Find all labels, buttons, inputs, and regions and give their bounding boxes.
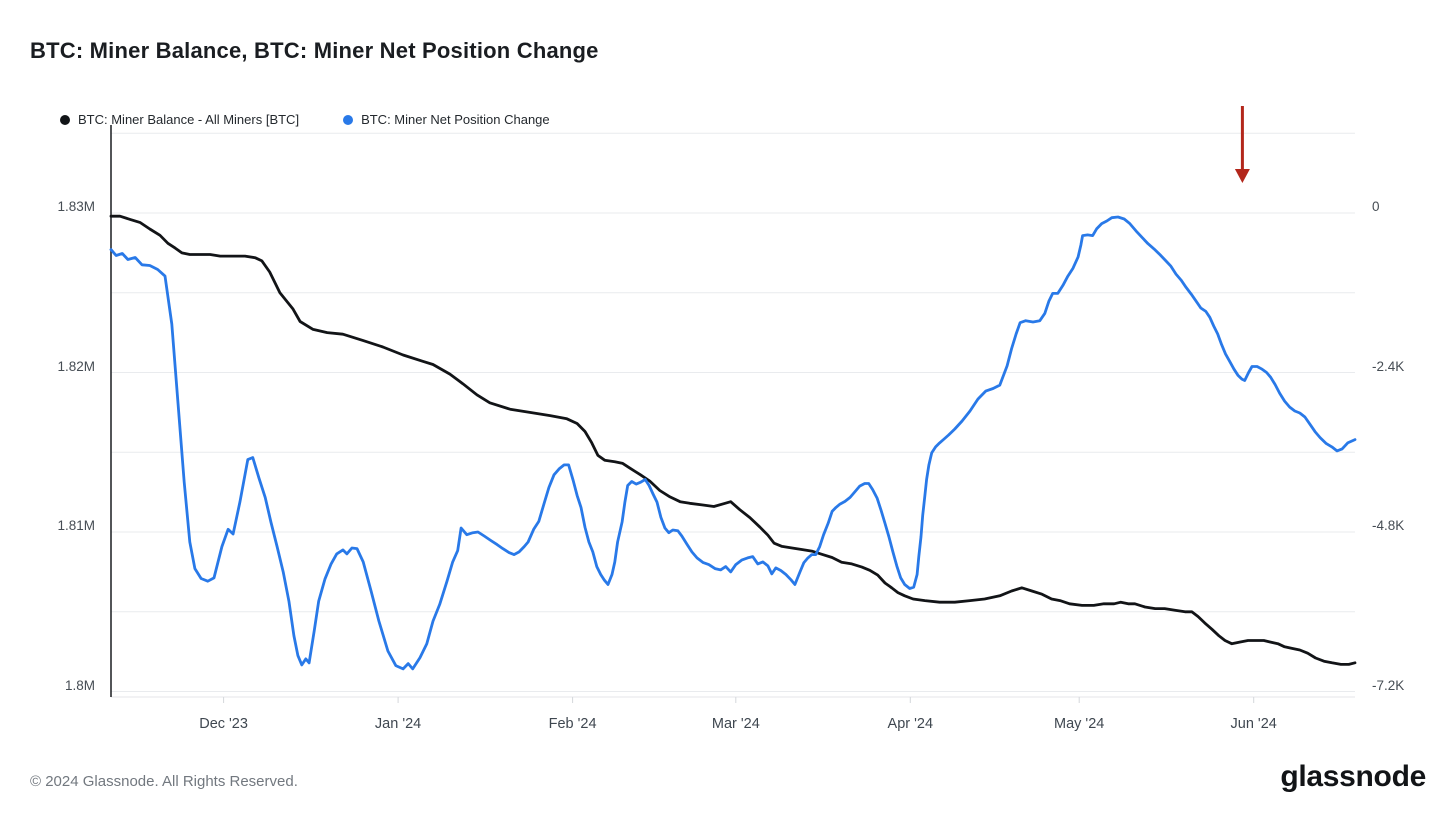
right-axis-tick: -7.2K (1372, 677, 1405, 693)
page-title: BTC: Miner Balance, BTC: Miner Net Posit… (30, 38, 599, 63)
legend-dot-black-icon (60, 114, 70, 125)
x-axis-tick: May '24 (1054, 716, 1105, 732)
x-axis-tick: Apr '24 (887, 716, 934, 732)
left-axis-tick: 1.83M (57, 199, 95, 214)
copyright-text: © 2024 Glassnode. All Rights Reserved. (30, 773, 298, 790)
legend-dot-blue-icon (343, 114, 354, 125)
chart-legend: BTC: Miner Balance - All Miners [BTC] BT… (60, 112, 550, 127)
x-axis-tick: Jun '24 (1230, 716, 1277, 732)
right-axis-tick: -4.8K (1372, 518, 1405, 533)
legend-label-net-position: BTC: Miner Net Position Change (361, 112, 550, 127)
net-position-change-line[interactable] (109, 215, 1357, 671)
right-axis-tick: 0 (1372, 199, 1380, 214)
plot-area[interactable] (0, 0, 1456, 760)
legend-item-miner-balance[interactable]: BTC: Miner Balance - All Miners [BTC] (60, 112, 299, 127)
miner-balance-line[interactable] (109, 214, 1357, 666)
left-axis-tick: 1.81M (57, 518, 95, 533)
right-axis-tick: -2.4K (1372, 358, 1405, 374)
x-axis-tick: Feb '24 (548, 716, 597, 732)
x-axis-tick: Dec '23 (199, 716, 248, 732)
left-axis-tick: 1.8M (64, 677, 95, 693)
glassnode-logo[interactable]: glassnode (1280, 760, 1426, 793)
left-axis-tick: 1.82M (57, 358, 95, 374)
legend-label-miner-balance: BTC: Miner Balance - All Miners [BTC] (78, 112, 300, 127)
x-axis-tick: Jan '24 (374, 716, 422, 732)
down-arrow-icon (1234, 106, 1250, 183)
x-axis-tick: Mar '24 (711, 716, 760, 732)
legend-item-net-position[interactable]: BTC: Miner Net Position Change (343, 112, 550, 127)
